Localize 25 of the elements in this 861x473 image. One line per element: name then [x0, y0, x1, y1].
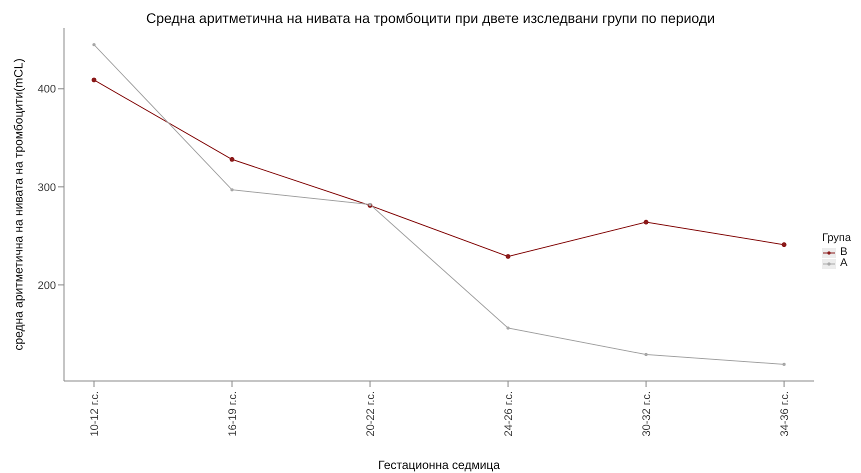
- x-tick-label: 10-12 г.с.: [88, 391, 101, 436]
- point: [782, 362, 786, 366]
- y-tick-label: 400: [38, 84, 56, 96]
- x-tick-label: 20-22 г.с.: [364, 391, 377, 436]
- point: [230, 188, 234, 192]
- point: [92, 78, 96, 82]
- point: [506, 254, 510, 259]
- x-tick-label: 30-32 г.с.: [640, 391, 653, 436]
- x-tick-label: 24-26 г.с.: [502, 391, 515, 436]
- point: [92, 43, 96, 46]
- y-tick-label: 200: [38, 280, 56, 292]
- legend-label: B: [840, 246, 848, 258]
- x-tick-label: 34-36 г.с.: [778, 391, 791, 436]
- point: [506, 326, 510, 330]
- legend-title: Група: [822, 232, 851, 244]
- y-tick-label: 300: [38, 182, 56, 194]
- legend-label: A: [840, 257, 848, 269]
- point: [230, 156, 234, 162]
- point: [644, 220, 648, 225]
- x-tick-label: 16-19 г.с.: [226, 391, 239, 436]
- point: [644, 352, 648, 356]
- y-axis-title: средна аритметична на нивата на тромбоцити(mCL): [11, 58, 26, 351]
- point: [782, 242, 786, 248]
- x-axis-title: Гестационна седмица: [378, 458, 500, 472]
- chart-title: Средна аритметична на нивата на тромбоцити при двете изследвани групи по периоди: [145, 10, 716, 26]
